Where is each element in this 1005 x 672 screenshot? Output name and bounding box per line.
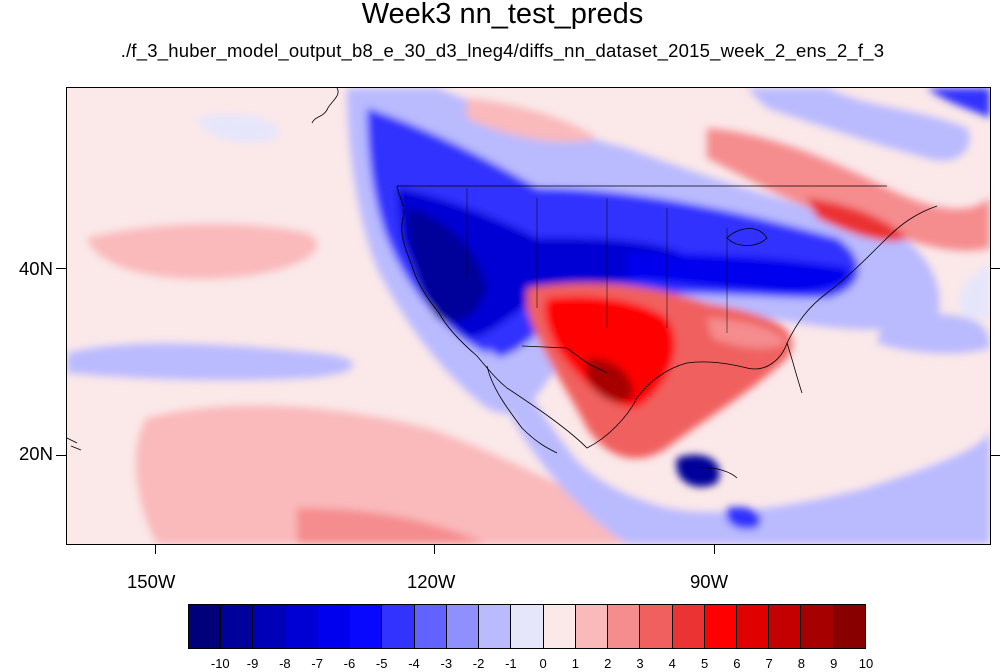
colorbar-label: 3 — [636, 656, 644, 671]
lon-label-90w: 90W — [690, 571, 729, 592]
colorbar-label: -1 — [505, 656, 517, 671]
colorbar-swatch — [414, 605, 447, 648]
region-central-america-negative — [726, 507, 761, 530]
cuba — [696, 467, 738, 479]
colorbar-label: -3 — [440, 656, 453, 671]
coastlines — [67, 88, 938, 479]
coastline-gulf-east — [506, 205, 938, 449]
lon-label-150w: 150W — [127, 571, 176, 592]
colorbar-label: -4 — [408, 656, 420, 671]
region-atlantic-neutral — [958, 263, 990, 318]
tick-20n-right — [990, 455, 1000, 456]
colorbar-swatch — [769, 605, 802, 648]
map-canvas — [67, 88, 990, 544]
coastline-baja — [486, 365, 558, 454]
region-canada-east-positive — [707, 128, 990, 251]
colorbar-swatch — [446, 605, 480, 648]
colorbar-swatch — [640, 605, 673, 648]
region-texas-positive — [545, 296, 676, 408]
colorbar-swatch — [350, 605, 383, 648]
colorbar-label: 0 — [539, 656, 547, 671]
map-panel — [66, 87, 991, 545]
colorbar-label: -5 — [375, 656, 388, 671]
colorbar-label: -6 — [343, 656, 356, 671]
region-central-us-negative — [627, 253, 849, 293]
colorbar-swatch — [317, 605, 351, 648]
colorbar-swatch — [543, 605, 576, 648]
map-title: Week3 nn_test_preds — [361, 0, 644, 30]
colorbar-swatch — [221, 605, 254, 648]
tick-90w — [714, 544, 715, 554]
coastline-alaska — [311, 88, 339, 124]
colorbar-swatch — [189, 605, 222, 648]
colorbar-label: -2 — [472, 656, 485, 671]
region-caribbean-core — [676, 454, 720, 487]
colorbar-swatch — [285, 605, 318, 648]
colorbar-swatch — [479, 605, 512, 648]
region-pacific-positive-north — [87, 223, 318, 279]
region-gulf-alaska-neutral — [197, 114, 279, 143]
region-great-basin-core — [407, 208, 487, 322]
region-pacific-negative — [67, 343, 354, 381]
colorbar-swatch — [704, 605, 737, 648]
map-subtitle: ./f_3_huber_model_output_b8_e_30_d3_lneg… — [120, 40, 885, 61]
colorbar-swatch — [575, 605, 609, 648]
anomaly-field — [67, 88, 990, 544]
colorbar-swatch — [608, 605, 641, 648]
region-pacific-positive-south — [136, 405, 627, 544]
region-atlantic-negative — [877, 308, 990, 354]
colorbar-label: -9 — [246, 656, 259, 671]
colorbar-label: 10 — [858, 656, 874, 671]
colorbar-label: 1 — [571, 656, 580, 671]
colorbar-label: 7 — [765, 656, 773, 671]
tick-40n — [56, 268, 66, 269]
colorbar — [188, 604, 866, 649]
colorbar-label: 2 — [604, 656, 612, 671]
tick-150w — [155, 544, 156, 554]
region-hudson-negative — [927, 88, 990, 118]
great-lakes — [726, 228, 768, 246]
colorbar-swatch — [736, 605, 770, 648]
border-us-mexico — [521, 345, 608, 374]
colorbar-label: 4 — [668, 656, 676, 671]
colorbar-swatch — [833, 605, 865, 648]
lon-label-120w: 120W — [407, 571, 456, 592]
region-canada-negative — [747, 88, 970, 161]
tick-40n-right — [990, 268, 1000, 269]
lat-label-20n: 20N — [19, 443, 53, 464]
region-canada-west-positive — [467, 98, 597, 142]
region-canada-east-core — [807, 198, 907, 242]
colorbar-swatch — [253, 605, 286, 648]
colorbar-swatch — [801, 605, 834, 648]
colorbar-label: -7 — [311, 656, 323, 671]
colorbar-swatch — [672, 605, 705, 648]
lat-label-40n: 40N — [19, 258, 53, 279]
coastline-florida — [786, 342, 803, 394]
colorbar-label: 6 — [733, 656, 741, 671]
region-gulf-negative — [487, 348, 990, 544]
colorbar-label: 9 — [830, 656, 838, 671]
state-borders — [466, 188, 728, 333]
colorbar-swatch — [511, 605, 544, 648]
hawaii — [67, 437, 82, 451]
colorbar-label: -10 — [210, 656, 230, 671]
colorbar-label: 8 — [797, 656, 806, 671]
coastline-west — [396, 185, 508, 389]
colorbar-swatch — [382, 605, 415, 648]
tick-120w — [434, 544, 435, 554]
region-pacific-positive-core — [297, 508, 487, 544]
colorbar-label: 5 — [700, 656, 709, 671]
colorbar-label: -8 — [279, 656, 291, 671]
tick-20n — [56, 455, 66, 456]
